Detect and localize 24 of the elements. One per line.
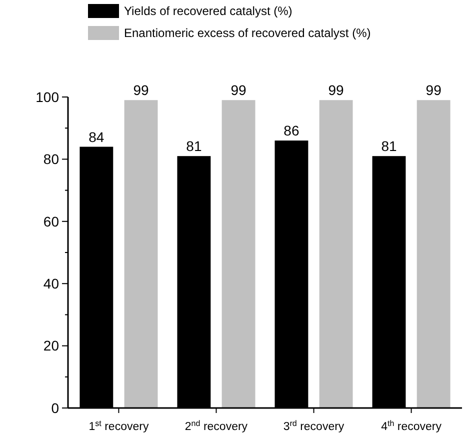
data-label: 84 (88, 128, 104, 145)
data-label: 86 (284, 122, 300, 139)
y-tick-label: 60 (43, 213, 60, 230)
legend-label: Yields of recovered catalyst (%) (124, 4, 292, 18)
legend-label: Enantiomeric excess of recovered catalyst (%) (124, 26, 371, 40)
x-tick-label: 1$^{st}$ recovery (88, 418, 149, 433)
data-label: 81 (186, 138, 202, 154)
data-label: 99 (230, 82, 247, 98)
y-tick-label: 80 (43, 151, 60, 168)
x-tick-label: 3$^{rd}$ recovery (283, 418, 344, 433)
bar (319, 100, 353, 408)
x-tick-label: 4$^{th}$ recovery (381, 418, 442, 433)
y-tick-label: 20 (43, 338, 60, 354)
y-tick-label: 100 (36, 88, 60, 105)
x-tick-label: 2$^{nd}$ recovery (184, 418, 248, 433)
data-label: 99 (328, 82, 344, 98)
y-tick-label: 40 (43, 276, 60, 292)
data-label: 99 (133, 82, 149, 98)
bar (124, 100, 158, 408)
bar (222, 100, 256, 408)
y-tick-label: 0 (51, 400, 60, 416)
bar (416, 100, 450, 408)
data-label: 99 (426, 82, 442, 98)
data-label: 81 (381, 138, 397, 154)
